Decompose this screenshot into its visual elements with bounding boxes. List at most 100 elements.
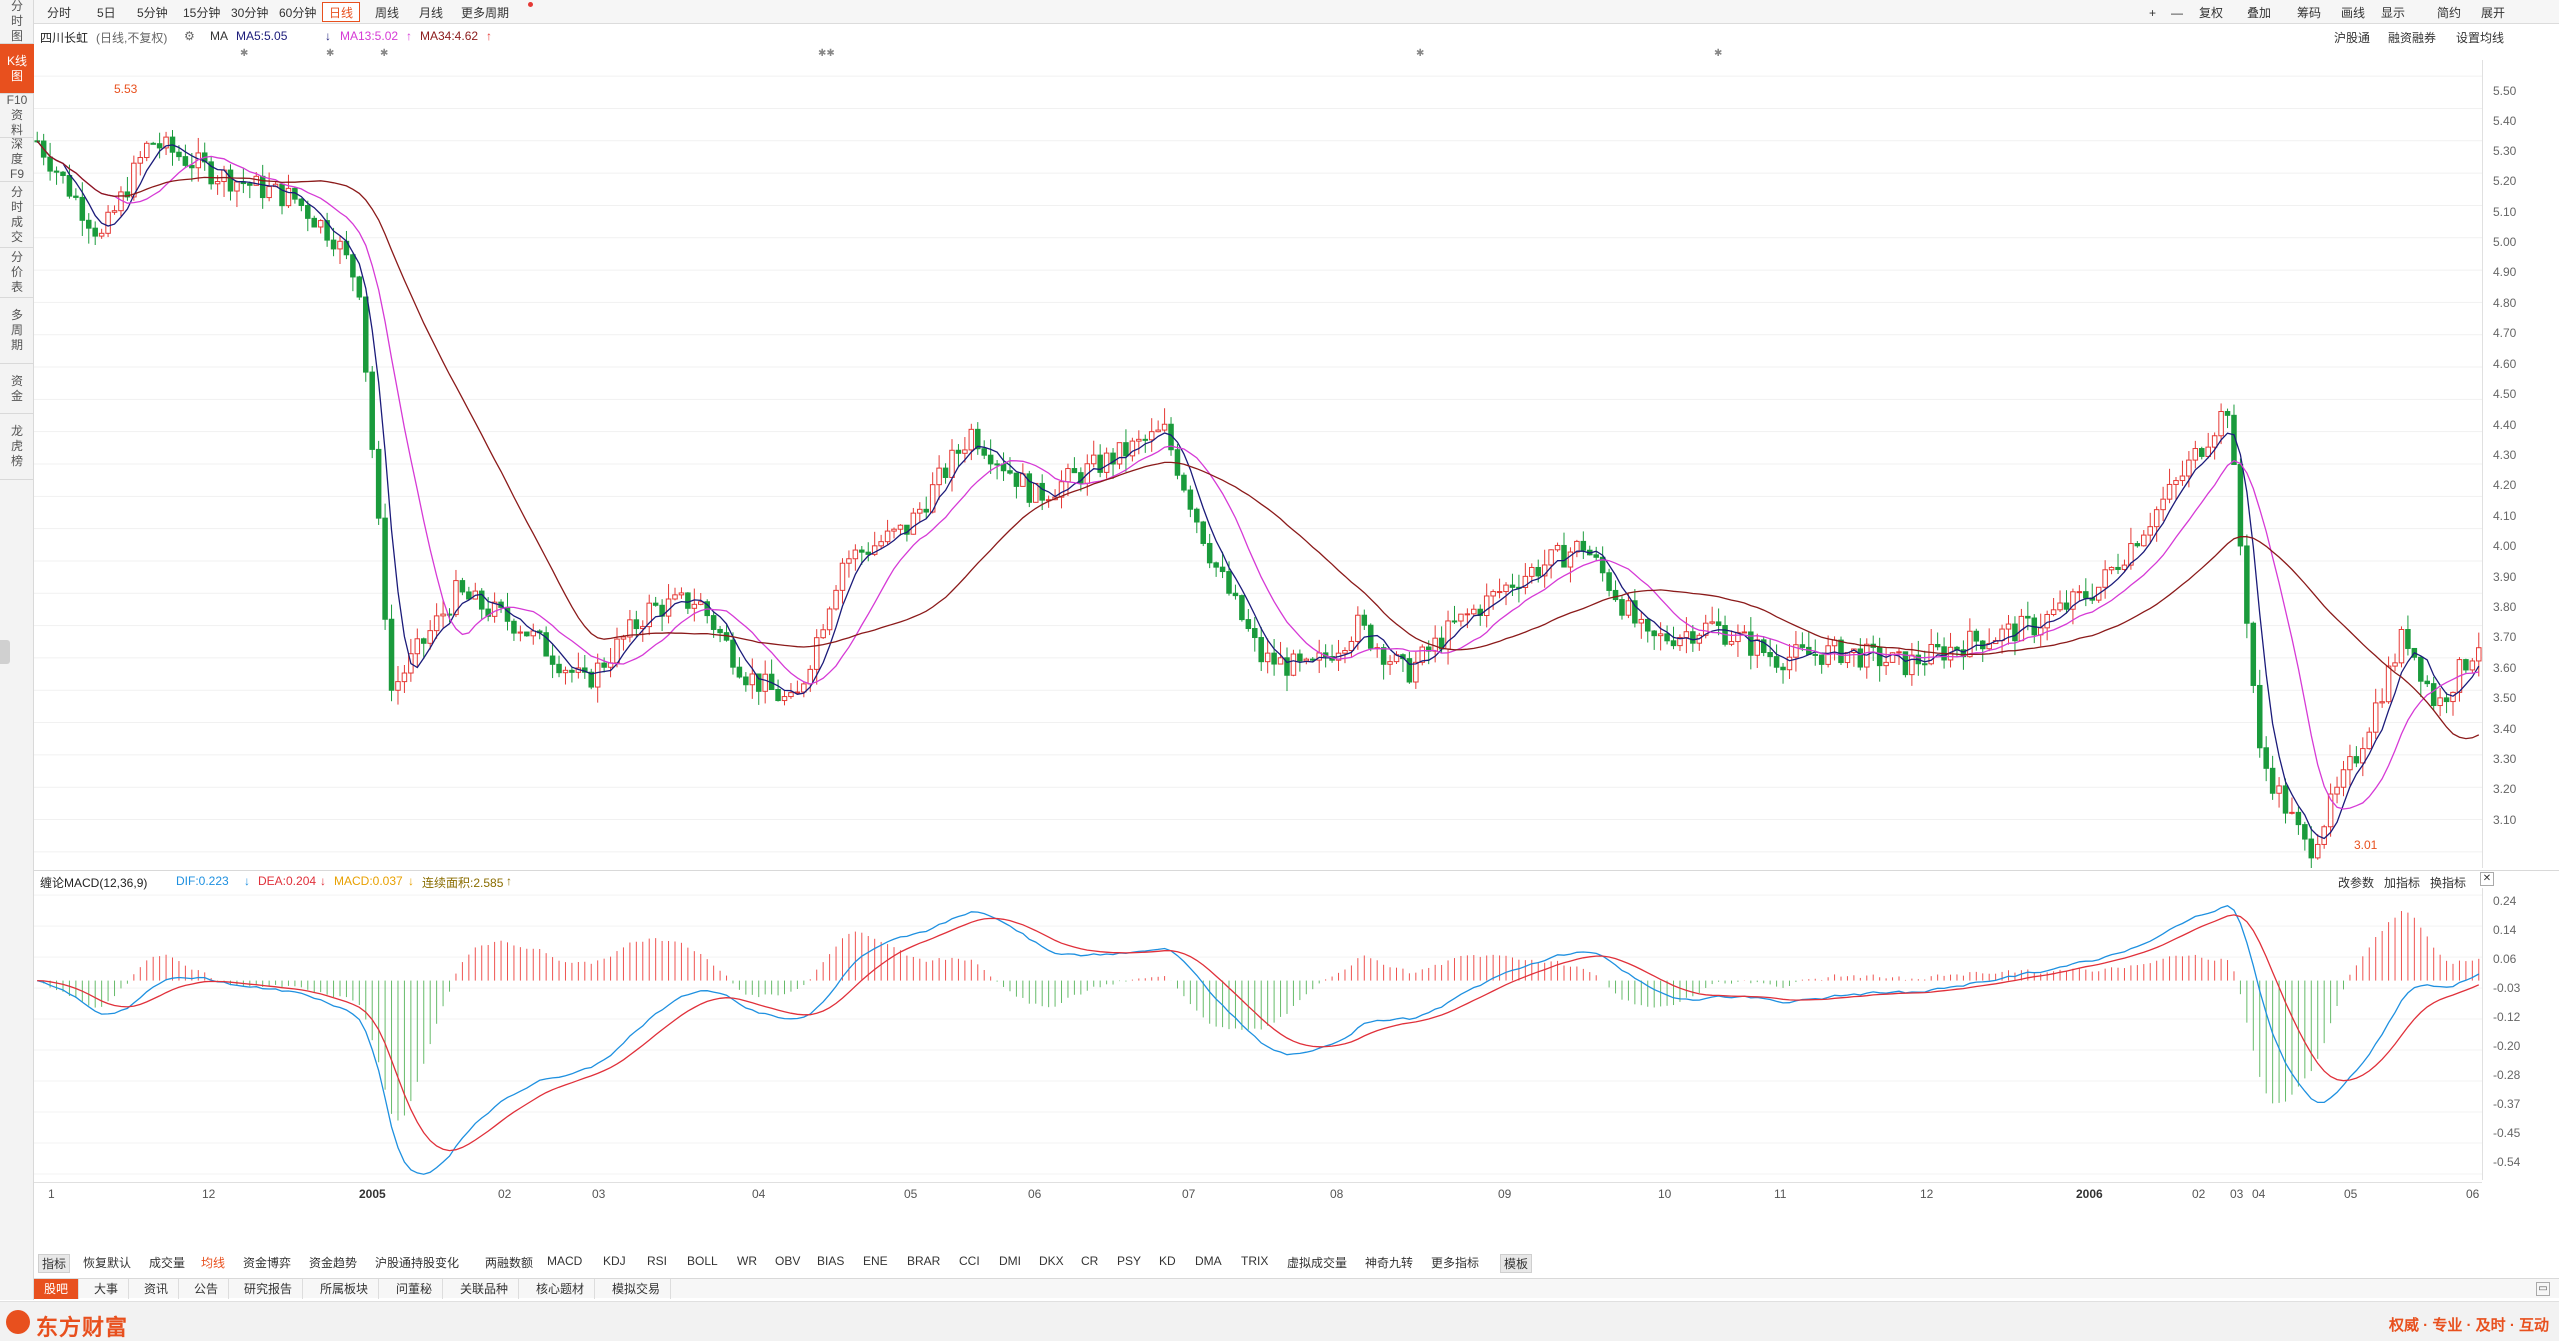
event-marker-icon[interactable]: ✱ xyxy=(1416,48,1425,59)
zoom-out-button[interactable]: — xyxy=(2171,6,2183,20)
close-panel-icon[interactable]: ▭ xyxy=(2536,1282,2550,1296)
nav-f9[interactable]: 深度F9 xyxy=(0,137,34,182)
overlay-button[interactable]: 叠加 xyxy=(2247,6,2272,20)
date-tick: 02 xyxy=(2192,1187,2206,1201)
candle-up xyxy=(1161,423,1168,431)
event-marker-icon[interactable]: ✱ xyxy=(326,48,335,59)
info-tab[interactable]: 公告 xyxy=(184,1279,230,1299)
price-tick: 3.80 xyxy=(2493,600,2517,614)
nav-kline[interactable]: K线图 xyxy=(0,44,34,94)
indicator-tab[interactable]: 资金博弈 xyxy=(243,1256,292,1270)
period-60min[interactable]: 60分钟 xyxy=(279,6,317,20)
draw-line-button[interactable]: 画线 xyxy=(2341,6,2366,20)
indicator-tab[interactable]: WR xyxy=(737,1254,757,1268)
info-tab[interactable]: 大事 xyxy=(84,1279,130,1299)
indicator-tab[interactable]: 虚拟成交量 xyxy=(1287,1256,1348,1270)
nav-funds[interactable]: 资金 xyxy=(0,364,34,414)
indicator-tab[interactable]: 沪股通持股变化 xyxy=(375,1256,460,1270)
info-tab[interactable]: 研究报告 xyxy=(234,1279,304,1299)
indicator-tab[interactable]: KD xyxy=(1159,1254,1176,1268)
indicator-tab[interactable]: OBV xyxy=(775,1254,801,1268)
switch-indicator-button[interactable]: 换指标 xyxy=(2430,876,2467,890)
nav-dragon-tiger[interactable]: 龙虎榜 xyxy=(0,414,34,480)
nav-price-table[interactable]: 分价表 xyxy=(0,248,34,298)
collapse-handle-icon[interactable] xyxy=(0,640,10,664)
indicator-tab[interactable]: 恢复默认 xyxy=(83,1256,132,1270)
indicator-tab[interactable]: 模板 xyxy=(1500,1254,1533,1273)
link-margin[interactable]: 融资融券 xyxy=(2388,31,2437,45)
brand-logo-icon xyxy=(6,1310,30,1334)
info-tab[interactable]: 问董秘 xyxy=(386,1279,444,1299)
indicator-tab[interactable]: TRIX xyxy=(1241,1254,1269,1268)
event-marker-icon[interactable]: ✱ xyxy=(240,48,249,59)
indicator-tab[interactable]: RSI xyxy=(647,1254,668,1268)
indicator-tab[interactable]: 神奇九转 xyxy=(1365,1256,1414,1270)
indicator-tab[interactable]: 更多指标 xyxy=(1431,1256,1480,1270)
period-30min[interactable]: 30分钟 xyxy=(231,6,269,20)
event-marker-icon[interactable]: ✱ xyxy=(1714,48,1723,59)
candle-up xyxy=(891,528,897,532)
period-5day[interactable]: 5日 xyxy=(97,6,116,20)
indicator-tab[interactable]: 指标 xyxy=(38,1254,71,1273)
close-indicator-icon[interactable]: ✕ xyxy=(2480,872,2494,886)
event-marker-icon[interactable]: ✱ xyxy=(380,48,389,59)
indicator-tab[interactable]: 资金趋势 xyxy=(309,1256,358,1270)
indicator-tab[interactable]: KDJ xyxy=(603,1254,626,1268)
info-tab[interactable]: 模拟交易 xyxy=(602,1279,672,1299)
candle-down xyxy=(755,673,762,692)
period-15min[interactable]: 15分钟 xyxy=(183,6,221,20)
event-marker-icon[interactable]: ✱✱ xyxy=(818,48,835,59)
period-more-dropdown[interactable]: 更多周期 xyxy=(461,6,510,20)
info-tab[interactable]: 所属板块 xyxy=(310,1279,380,1299)
simple-button[interactable]: 简约 xyxy=(2437,6,2462,20)
indicator-tab[interactable]: BIAS xyxy=(817,1254,845,1268)
candle-down xyxy=(1857,648,1864,668)
gear-icon[interactable]: ⚙ xyxy=(184,29,195,43)
info-tab[interactable]: 资讯 xyxy=(134,1279,180,1299)
indicator-tab[interactable]: BRAR xyxy=(907,1254,941,1268)
display-button[interactable]: 显示 xyxy=(2381,6,2406,20)
candle-up xyxy=(2108,566,2115,571)
candle-down xyxy=(311,217,317,228)
period-intraday[interactable]: 分时 xyxy=(47,6,72,20)
period-weekly[interactable]: 周线 xyxy=(375,6,400,20)
add-indicator-button[interactable]: 加指标 xyxy=(2384,876,2421,890)
info-tab[interactable]: 核心题材 xyxy=(526,1279,596,1299)
info-tab-active[interactable]: 股吧 xyxy=(34,1279,80,1299)
period-5min[interactable]: 5分钟 xyxy=(137,6,168,20)
area-value: 连续面积:2.585 xyxy=(422,876,504,890)
link-hk-connect[interactable]: 沪股通 xyxy=(2334,31,2371,45)
nav-multi-period[interactable]: 多周期 xyxy=(0,298,34,364)
indicator-tab[interactable]: 两融数额 xyxy=(485,1256,534,1270)
candle-up xyxy=(929,484,936,513)
indicator-tab[interactable]: PSY xyxy=(1117,1254,1142,1268)
indicator-tab[interactable]: DMI xyxy=(999,1254,1021,1268)
period-monthly[interactable]: 月线 xyxy=(419,6,444,20)
indicator-tab-active[interactable]: 均线 xyxy=(201,1256,226,1270)
indicator-tab[interactable]: BOLL xyxy=(687,1254,718,1268)
indicator-tab[interactable]: 成交量 xyxy=(149,1256,186,1270)
nav-f10[interactable]: F10资料 xyxy=(0,93,34,138)
candle-up xyxy=(2141,534,2147,547)
period-daily[interactable]: 日线 xyxy=(322,2,361,22)
indicator-tab[interactable]: MACD xyxy=(547,1254,583,1268)
chips-button[interactable]: 筹码 xyxy=(2297,6,2322,20)
date-tick: 08 xyxy=(1330,1187,1344,1201)
change-params-button[interactable]: 改参数 xyxy=(2338,876,2375,890)
indicator-tab[interactable]: CR xyxy=(1081,1254,1099,1268)
indicator-tab[interactable]: ENE xyxy=(863,1254,888,1268)
info-tab[interactable]: 关联品种 xyxy=(450,1279,520,1299)
indicator-tab[interactable]: DKX xyxy=(1039,1254,1064,1268)
link-ma-settings[interactable]: 设置均线 xyxy=(2456,31,2505,45)
nav-intraday[interactable]: 分时图 xyxy=(0,0,34,44)
nav-trades[interactable]: 分时成交 xyxy=(0,182,34,248)
indicator-tab[interactable]: DMA xyxy=(1195,1254,1222,1268)
expand-button[interactable]: 展开 xyxy=(2481,6,2506,20)
macd-chart[interactable] xyxy=(34,888,2482,1180)
candle-down xyxy=(1406,658,1413,683)
indicator-tab[interactable]: CCI xyxy=(959,1254,980,1268)
candle-down xyxy=(324,220,330,241)
zoom-in-button[interactable]: + xyxy=(2149,6,2157,20)
kline-chart[interactable]: 5.53 3.01 xyxy=(34,60,2519,870)
adjust-button[interactable]: 复权 xyxy=(2199,6,2224,20)
